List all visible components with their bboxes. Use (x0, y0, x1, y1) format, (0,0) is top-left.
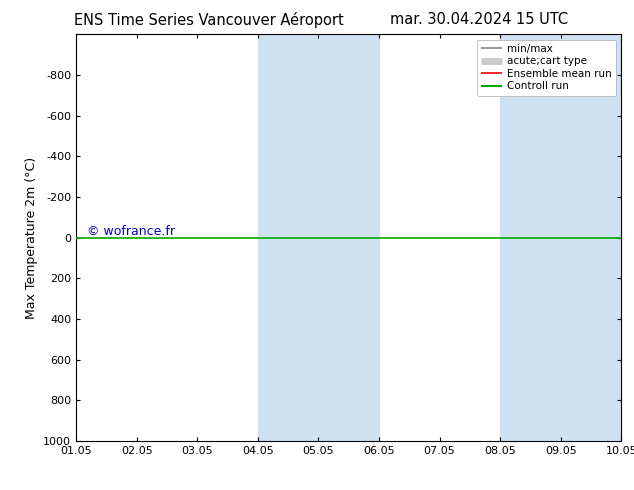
Legend: min/max, acute;cart type, Ensemble mean run, Controll run: min/max, acute;cart type, Ensemble mean … (477, 40, 616, 96)
Text: ENS Time Series Vancouver Aéroport: ENS Time Series Vancouver Aéroport (74, 12, 344, 28)
Text: mar. 30.04.2024 15 UTC: mar. 30.04.2024 15 UTC (390, 12, 567, 27)
Text: © wofrance.fr: © wofrance.fr (87, 225, 175, 238)
Bar (258, 34, 379, 441)
Y-axis label: Max Temperature 2m (°C): Max Temperature 2m (°C) (25, 157, 37, 318)
Bar (500, 34, 621, 441)
